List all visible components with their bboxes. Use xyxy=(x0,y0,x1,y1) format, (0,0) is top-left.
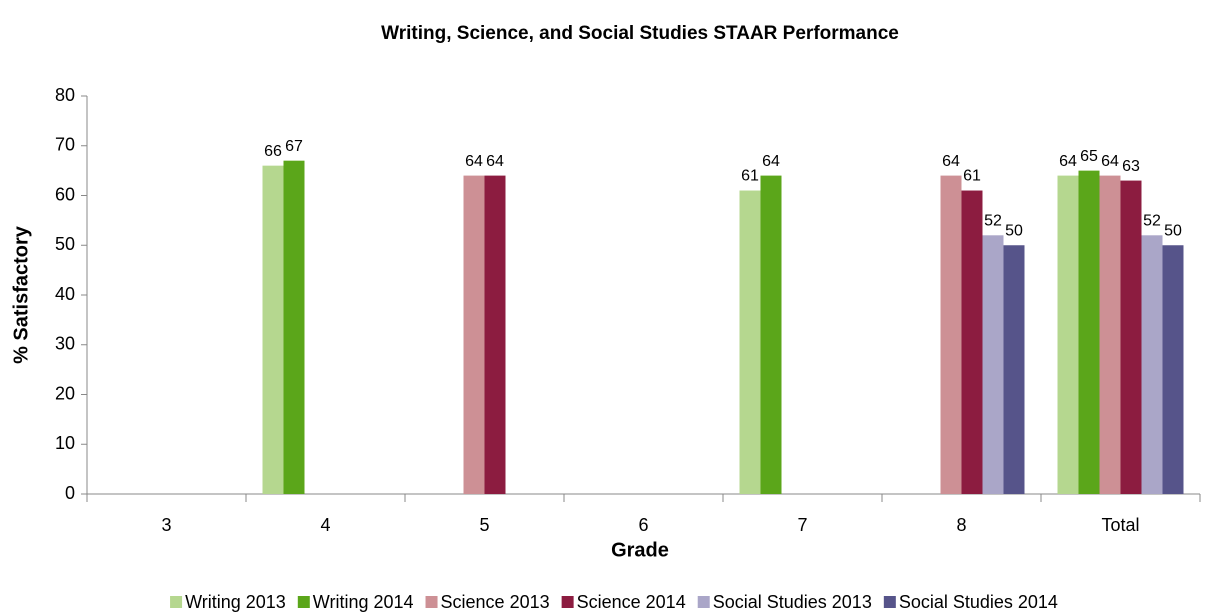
legend-item: Social Studies 2013 xyxy=(697,592,872,612)
value-label: 64 xyxy=(1101,153,1119,170)
legend-label: Social Studies 2013 xyxy=(713,592,872,612)
bar xyxy=(982,235,1004,495)
bar xyxy=(940,175,962,494)
legend-swatch xyxy=(170,596,183,608)
x-tick-label: 4 xyxy=(320,515,330,535)
value-label: 64 xyxy=(942,153,960,170)
y-tick-label: 80 xyxy=(55,85,75,105)
value-label: 52 xyxy=(984,213,1002,230)
legend-label: Writing 2014 xyxy=(313,592,414,612)
value-label: 64 xyxy=(486,153,504,170)
value-label: 66 xyxy=(264,143,282,160)
x-axis-title: Grade xyxy=(611,539,669,561)
bar xyxy=(283,160,305,495)
value-label: 63 xyxy=(1122,158,1140,175)
legend-label: Social Studies 2014 xyxy=(899,592,1058,612)
bar xyxy=(1099,175,1121,494)
legend-label: Science 2013 xyxy=(441,592,550,612)
legend-label: Writing 2013 xyxy=(185,592,286,612)
legend-item: Writing 2014 xyxy=(297,592,414,612)
value-label: 67 xyxy=(285,138,303,155)
x-tick-label: 3 xyxy=(161,515,171,535)
legend-item: Social Studies 2014 xyxy=(883,592,1058,612)
y-tick-label: 60 xyxy=(55,184,75,204)
x-tick-label: Total xyxy=(1101,515,1139,535)
chart-title: Writing, Science, and Social Studies STA… xyxy=(381,23,899,44)
bar xyxy=(1162,245,1184,494)
value-label: 50 xyxy=(1005,222,1023,239)
bar xyxy=(484,175,506,494)
x-tick-label: 8 xyxy=(956,515,966,535)
y-tick-label: 50 xyxy=(55,234,75,254)
legend-item: Writing 2013 xyxy=(170,592,286,612)
value-label: 52 xyxy=(1143,213,1161,230)
legend-item: Science 2013 xyxy=(425,592,550,612)
bar xyxy=(1120,180,1142,494)
y-tick-label: 30 xyxy=(55,334,75,354)
bar xyxy=(262,165,284,494)
x-tick-label: 6 xyxy=(638,515,648,535)
y-tick-label: 0 xyxy=(65,483,75,503)
legend-swatch xyxy=(297,596,310,608)
value-label: 64 xyxy=(465,153,483,170)
value-label: 64 xyxy=(762,153,780,170)
value-label: 50 xyxy=(1164,222,1182,239)
y-tick-label: 40 xyxy=(55,284,75,304)
legend-swatch xyxy=(883,596,896,608)
x-tick-label: 5 xyxy=(479,515,489,535)
y-tick-label: 20 xyxy=(55,383,75,403)
value-label: 61 xyxy=(741,168,759,185)
y-axis-title: % Satisfactory xyxy=(10,225,32,364)
y-tick-label: 10 xyxy=(55,433,75,453)
legend-item: Science 2014 xyxy=(561,592,686,612)
bar xyxy=(463,175,485,494)
y-tick-label: 70 xyxy=(55,135,75,155)
legend-swatch xyxy=(697,596,710,608)
value-label: 65 xyxy=(1080,148,1098,165)
legend-swatch xyxy=(561,596,574,608)
bar xyxy=(1057,175,1079,494)
legend-swatch xyxy=(425,596,438,608)
value-label: 61 xyxy=(963,168,981,185)
bar xyxy=(1003,245,1025,494)
bar xyxy=(961,190,983,494)
bar xyxy=(1141,235,1163,495)
bar xyxy=(1078,170,1100,494)
x-tick-label: 7 xyxy=(797,515,807,535)
value-label: 64 xyxy=(1059,153,1077,170)
bar xyxy=(760,175,782,494)
bar xyxy=(739,190,761,494)
legend-label: Science 2014 xyxy=(577,592,686,612)
